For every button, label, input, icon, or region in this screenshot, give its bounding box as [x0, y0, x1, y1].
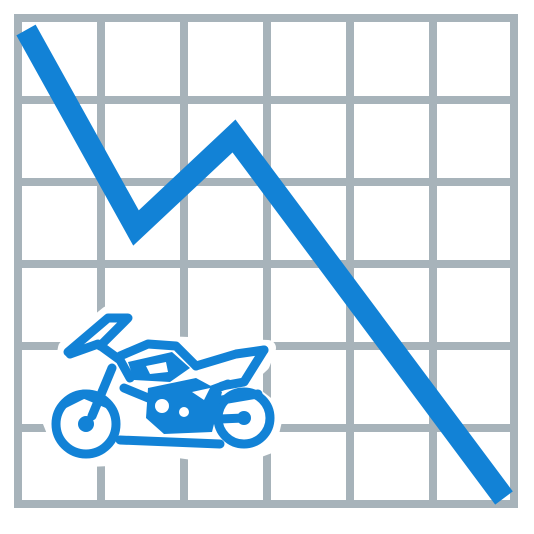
- panel-detail: [146, 362, 168, 374]
- front-fairing: [65, 339, 135, 383]
- engine-detail: [155, 399, 169, 413]
- front-mudguard: [59, 389, 113, 409]
- engine-detail: [179, 407, 189, 417]
- front-hub: [78, 416, 94, 432]
- windscreen: [63, 313, 133, 357]
- motorcycle-icon: [42, 306, 284, 468]
- engine-detail: [192, 388, 210, 400]
- seat: [191, 345, 269, 371]
- fuel-tank: [115, 339, 201, 371]
- rear-hub: [237, 411, 251, 425]
- front-fork: [87, 363, 117, 421]
- frame-bottom: [115, 435, 225, 449]
- falling-trend-line: [16, 24, 513, 505]
- exhaust: [217, 389, 263, 405]
